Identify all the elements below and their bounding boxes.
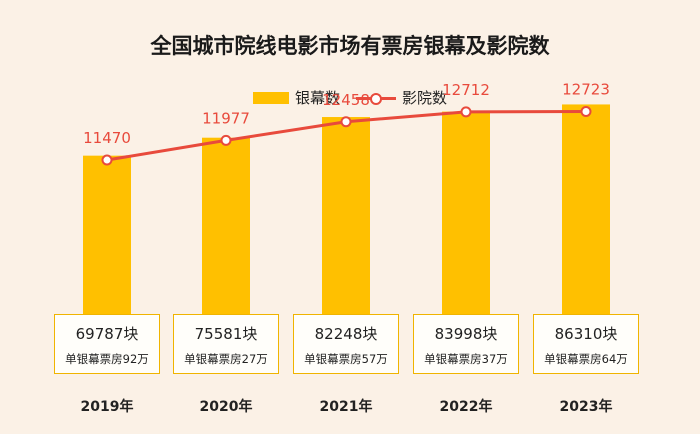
cinemas-point-2019年: [101, 154, 113, 166]
legend-swatch-line: [356, 92, 396, 105]
x-tick-label: 2023年: [559, 399, 613, 415]
info-box-2022年: 83998块单银幕票房37万: [413, 314, 519, 374]
info-box-2020年: 75581块单银幕票房27万: [173, 314, 279, 374]
screens-label: 69787块: [75, 325, 139, 343]
box-office-per-screen: 单银幕票房27万: [184, 352, 268, 366]
box-office-per-screen: 单银幕票房92万: [65, 352, 149, 366]
legend-label-cinemas: 影院数: [402, 89, 448, 107]
cinemas-label-2022年: 12712: [442, 81, 490, 99]
box-office-per-screen: 单银幕票房57万: [304, 352, 388, 366]
cinemas-label-2020年: 11977: [202, 109, 250, 127]
x-tick-label: 2021年: [319, 399, 373, 415]
box-office-per-screen: 单银幕票房64万: [544, 352, 628, 366]
legend: 银幕数 影院数: [0, 87, 700, 108]
x-tick-label: 2022年: [439, 399, 493, 415]
x-tick-label: 2019年: [80, 399, 134, 415]
info-box-2023年: 86310块单银幕票房64万: [533, 314, 639, 374]
cinemas-point-2023年: [580, 105, 592, 117]
cinemas-label-2021年: 12458: [322, 91, 370, 109]
legend-item-screens: 银幕数: [252, 87, 340, 108]
cinemas-label-2023年: 12723: [562, 80, 610, 98]
cinemas-point-2021年: [340, 116, 352, 128]
legend-swatch-bar: [252, 91, 289, 104]
cinemas-point-2022年: [460, 106, 472, 118]
box-office-per-screen: 单银幕票房37万: [424, 352, 508, 366]
legend-item-cinemas: 影院数: [356, 87, 447, 108]
chart-title: 全国城市院线电影市场有票房银幕及影院数: [150, 34, 550, 58]
screens-label: 86310块: [554, 325, 618, 343]
info-box-2021年: 82248块单银幕票房57万: [293, 314, 399, 374]
legend-label-screens: 银幕数: [294, 89, 340, 107]
cinemas-point-2020年: [220, 134, 232, 146]
info-box-2019年: 69787块单银幕票房92万: [54, 314, 160, 374]
x-tick-label: 2020年: [199, 399, 253, 415]
screens-label: 83998块: [434, 325, 498, 343]
screens-label: 75581块: [194, 325, 258, 343]
screens-label: 82248块: [314, 325, 378, 343]
cinemas-label-2019年: 11470: [83, 129, 131, 147]
